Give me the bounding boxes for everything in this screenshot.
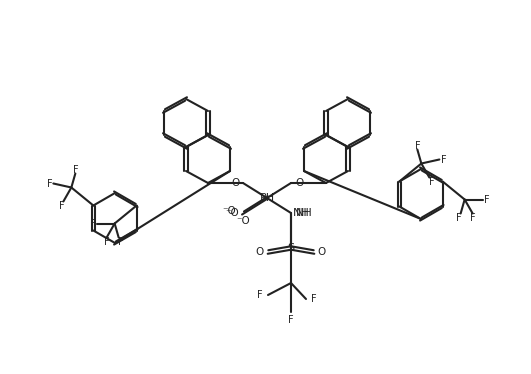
Text: O: O — [295, 178, 303, 188]
Text: O: O — [256, 247, 264, 257]
Text: ⁻O: ⁻O — [225, 208, 239, 218]
Text: F: F — [456, 212, 461, 223]
Text: F: F — [47, 178, 52, 188]
Text: F: F — [73, 165, 78, 175]
Text: NH: NH — [293, 208, 310, 218]
Text: F: F — [441, 154, 446, 165]
Text: F: F — [118, 236, 124, 246]
Text: F: F — [58, 200, 64, 211]
Text: F: F — [415, 141, 420, 150]
Text: F: F — [257, 290, 263, 300]
Text: ⁻O: ⁻O — [222, 206, 236, 216]
Text: F: F — [104, 236, 109, 246]
Text: ⁻O: ⁻O — [236, 216, 250, 226]
Text: F: F — [288, 315, 294, 325]
Text: NH: NH — [296, 208, 313, 218]
Text: F: F — [90, 218, 96, 229]
Text: S: S — [287, 243, 295, 253]
Text: F: F — [429, 177, 434, 187]
Text: F: F — [484, 194, 490, 205]
Text: F: F — [470, 212, 475, 223]
Text: O: O — [231, 178, 239, 188]
Text: O: O — [318, 247, 326, 257]
Text: F: F — [311, 294, 317, 304]
Text: PH: PH — [260, 193, 275, 203]
